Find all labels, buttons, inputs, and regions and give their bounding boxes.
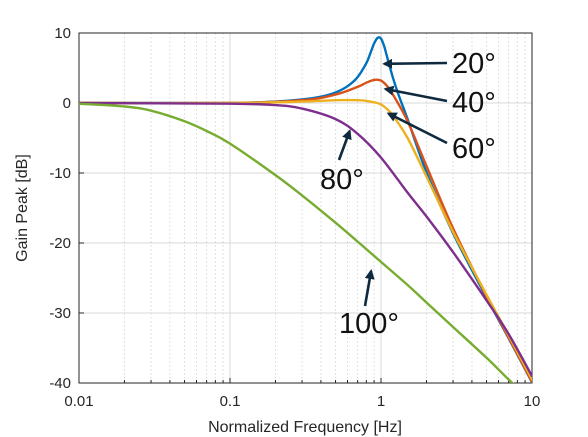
y-axis-label: Gain Peak [dB] <box>14 154 31 262</box>
y-tick-label: -10 <box>49 165 71 182</box>
series-line-3 <box>79 98 532 381</box>
x-tick-label: 10 <box>524 393 541 410</box>
annotations: 20° 40° 60° 80° 100° <box>320 48 496 340</box>
x-axis-label: Normalized Frequency [Hz] <box>208 419 402 436</box>
annotation-label: 60° <box>452 133 496 165</box>
x-tick-label: 1 <box>377 393 385 410</box>
annotation-label: 100° <box>339 308 399 340</box>
annotation-arrow <box>386 112 448 145</box>
plot-area-frame <box>78 32 533 384</box>
annotation-label: 40° <box>452 87 496 119</box>
y-tick-label: -30 <box>49 305 71 322</box>
y-tick-label: -40 <box>49 375 71 392</box>
series-lines <box>79 36 532 383</box>
x-tick-label: 0.1 <box>220 393 241 410</box>
annotation-label: 20° <box>452 48 496 80</box>
annotation-arrow <box>363 269 375 307</box>
y-tick-label: -20 <box>49 235 71 252</box>
annotation-arrow <box>337 129 352 161</box>
annotation-label: 80° <box>320 164 364 196</box>
x-tick-label: 0.01 <box>64 393 93 410</box>
annotation-arrow <box>383 85 448 103</box>
annotation-arrow <box>382 58 448 69</box>
y-tick-label: 10 <box>54 25 71 42</box>
grid <box>78 32 532 384</box>
series-line-4 <box>79 101 532 378</box>
y-tick-label: 0 <box>63 95 71 112</box>
series-line-5 <box>79 102 515 383</box>
axis-ticks: 0.01 0.1 1 10 10 0 -10 -20 -30 -40 <box>49 25 540 410</box>
